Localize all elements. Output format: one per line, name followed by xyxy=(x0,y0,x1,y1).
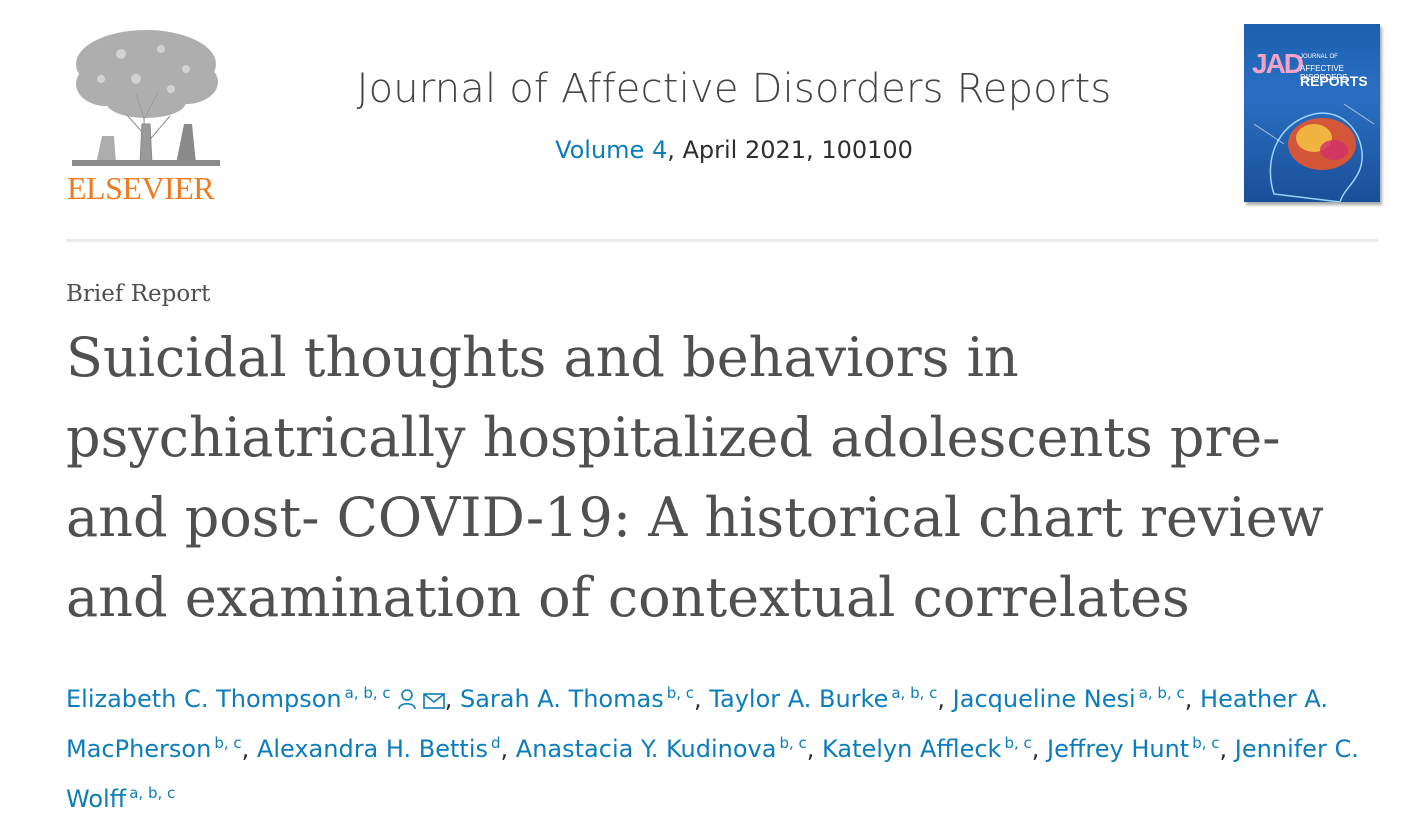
article-title: Suicidal thoughts and behaviors in psych… xyxy=(66,326,1324,629)
author-separator: , xyxy=(500,735,516,763)
cover-logo: JAD xyxy=(1252,48,1304,79)
cover-text-big: REPORTS xyxy=(1300,73,1368,89)
author-link[interactable]: Anastacia Y. Kudinova xyxy=(515,735,777,763)
article-type: Brief Report xyxy=(66,281,211,307)
author-link[interactable]: Sarah A. Thomas xyxy=(459,685,664,713)
author-separator: , xyxy=(937,685,953,713)
author-separator: , xyxy=(1219,735,1235,763)
author-link[interactable]: Jeffrey Hunt xyxy=(1047,735,1190,763)
author-affiliation: b, c xyxy=(1192,734,1220,752)
author-separator: , xyxy=(241,735,257,763)
author-affiliation: a, b, c xyxy=(1138,684,1185,702)
author-separator: , xyxy=(806,735,823,763)
author-affiliation: b, c xyxy=(214,734,242,752)
author-affiliation: b, c xyxy=(1004,734,1032,752)
journal-cover-icon[interactable]: JAD JOURNAL OF AFFECTIVE DISORDERS REPOR… xyxy=(1244,24,1380,202)
publisher-wordmark[interactable]: ELSEVIER xyxy=(67,170,215,206)
author-separator: , xyxy=(1184,685,1201,713)
author-affiliation: b, c xyxy=(779,734,807,752)
mail-icon[interactable] xyxy=(422,692,445,710)
journal-header: ELSEVIER Journal of Affective Disorders … xyxy=(0,0,1428,244)
issue-date: , April 2021, 100100 xyxy=(667,136,913,164)
author-affiliation: b, c xyxy=(666,684,695,702)
author-affiliation: a, b, c xyxy=(129,784,176,802)
cover-text-mid: AFFECTIVE DISORDERS xyxy=(1300,64,1348,82)
author-affiliation: d xyxy=(491,734,501,752)
volume-link[interactable]: Volume 4 xyxy=(555,136,668,164)
brain-illustration-icon xyxy=(1253,103,1375,202)
journal-title[interactable]: Journal of Affective Disorders Reports xyxy=(356,66,1112,112)
author-affiliation: a, b, c xyxy=(891,684,938,702)
author-separator: , xyxy=(444,685,460,713)
author-affiliation: a, b, c xyxy=(344,684,391,702)
author-link[interactable]: Elizabeth C. Thompson xyxy=(66,685,342,713)
author-link[interactable]: Taylor A. Burke xyxy=(709,685,889,713)
author-link[interactable]: Jennifer C. Wolff xyxy=(66,735,1359,813)
author-separator: , xyxy=(1031,735,1048,763)
author-list: Elizabeth C. Thompson a, b, c, Sarah A. T… xyxy=(66,671,1366,821)
person-icon[interactable] xyxy=(397,688,417,710)
header-divider xyxy=(66,239,1378,242)
elsevier-tree-logo-icon[interactable] xyxy=(66,24,226,204)
issue-info: Volume 4, April 2021, 100100 xyxy=(0,136,1428,164)
author-link[interactable]: Katelyn Affleck xyxy=(822,735,1002,763)
author-separator: , xyxy=(694,685,710,713)
author-link[interactable]: Jacqueline Nesi xyxy=(952,685,1136,713)
author-link[interactable]: Heather A. MacPherson xyxy=(66,685,1329,763)
cover-text-top: JOURNAL OF xyxy=(1300,54,1338,60)
author-link[interactable]: Alexandra H. Bettis xyxy=(256,735,488,763)
